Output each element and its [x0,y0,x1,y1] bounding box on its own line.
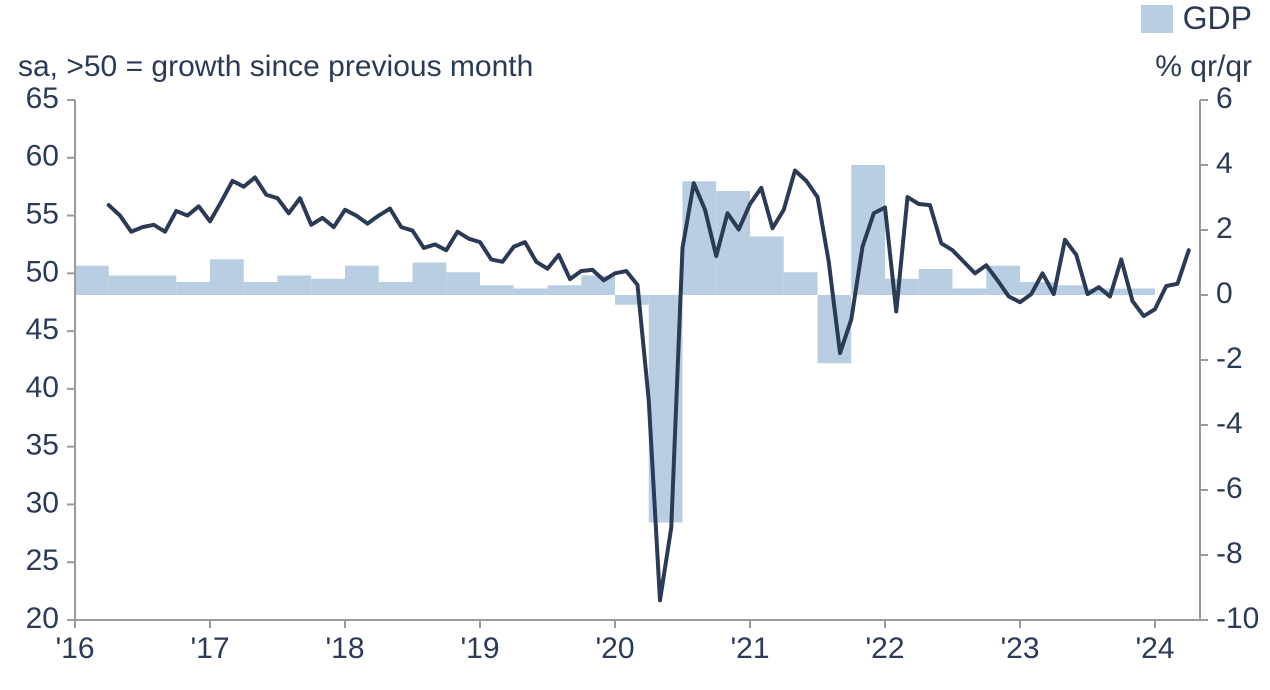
gdp-bar [885,279,919,295]
gdp-bar [480,285,514,295]
gdp-bar [210,259,244,295]
gdp-bar [143,276,177,296]
gdp-bar [345,266,379,295]
y-right-tick-label: -6 [1216,472,1243,505]
x-tick-label: '24 [1135,632,1174,665]
y-left-tick-label: 40 [26,371,59,404]
gdp-bar [109,276,143,296]
axes: 20 25 30 35 40 45 50 55 60 65 -10 -8 -6 -4 -2 0 2 4 6 '16 '1… [26,82,1260,665]
gdp-bar [379,282,413,295]
y-left-tick-label: 30 [26,486,59,519]
gdp-bar [548,285,582,295]
gdp-bar [1121,289,1155,296]
y-right-tick-label: -10 [1216,602,1259,635]
x-tick-label: '21 [730,632,769,665]
gdp-bar [176,282,210,295]
gdp-bar [953,289,987,296]
x-tick-label: '23 [1000,632,1039,665]
gdp-bar [615,295,649,305]
y-right-tick-label: 4 [1216,147,1233,180]
gdp-bar [311,279,345,295]
x-tick-label: '16 [55,632,94,665]
x-tick-label: '22 [865,632,904,665]
gdp-bar [919,269,953,295]
y-right-tick-label: 0 [1216,277,1233,310]
y-left-tick-label: 55 [26,197,59,230]
gdp-bar [413,263,447,296]
y-right-tick-label: -2 [1216,342,1243,375]
y-left-tick-label: 35 [26,429,59,462]
x-tick-label: '18 [325,632,364,665]
x-tick-label: '19 [460,632,499,665]
gdp-bar [278,276,312,296]
y-left-tick-label: 65 [26,82,59,115]
gdp-bar [244,282,278,295]
gdp-bar [514,289,548,296]
y-left-tick-label: 45 [26,313,59,346]
y-right-tick-label: 2 [1216,212,1233,245]
y-left-tick-label: 60 [26,140,59,173]
y-right-tick-label: -8 [1216,537,1243,570]
x-tick-label: '20 [595,632,634,665]
x-tick-label: '17 [190,632,229,665]
pmi-line [109,170,1189,600]
chart-stage: GDP sa, >50 = growth since previous mont… [0,0,1270,690]
y-right-tick-label: 6 [1216,82,1233,115]
gdp-bars [75,165,1155,523]
gdp-bar [446,272,480,295]
y-left-tick-label: 20 [26,602,59,635]
y-left-tick-label: 50 [26,255,59,288]
gdp-bar [1054,285,1088,295]
y-right-tick-label: -4 [1216,407,1243,440]
y-left-tick-label: 25 [26,544,59,577]
chart-svg: 20 25 30 35 40 45 50 55 60 65 -10 -8 -6 -4 -2 0 2 4 6 '16 '1… [0,0,1270,690]
gdp-bar [784,272,818,295]
gdp-bar [750,237,784,296]
gdp-bar [75,266,109,295]
